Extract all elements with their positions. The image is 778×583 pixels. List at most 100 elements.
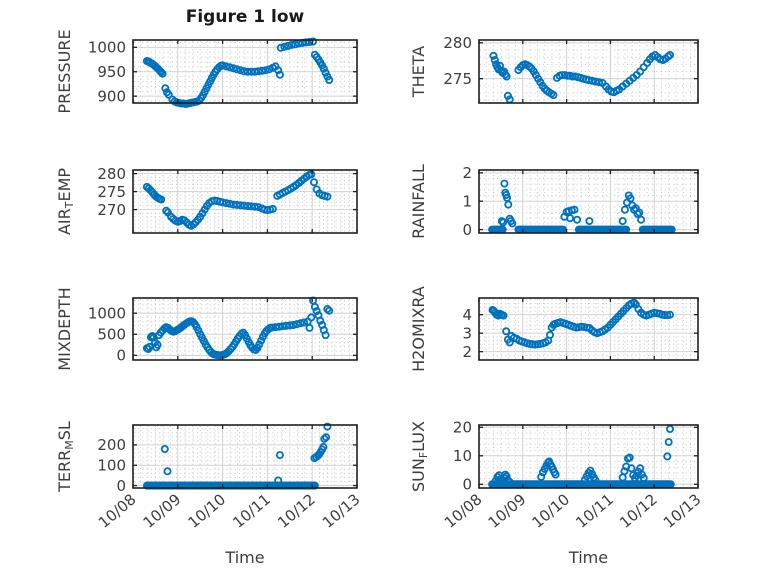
y-tick-label: 100 bbox=[97, 456, 126, 474]
subplot-mixdepth: 0 500 1000 MIXDEPTH bbox=[55, 287, 358, 371]
data-point bbox=[551, 470, 560, 479]
data-point bbox=[285, 321, 294, 330]
data-point bbox=[218, 198, 227, 207]
data-point bbox=[255, 340, 264, 349]
y-axis-label: H2OMIXRA bbox=[409, 286, 428, 372]
data-point bbox=[289, 320, 298, 329]
y-axis-label: SUNFLUX bbox=[409, 421, 430, 492]
data-point bbox=[588, 76, 597, 85]
data-point bbox=[194, 326, 203, 335]
data-point bbox=[157, 68, 166, 77]
data-point bbox=[240, 67, 249, 76]
data-point bbox=[236, 66, 245, 75]
data-point bbox=[243, 201, 252, 210]
data-point bbox=[312, 307, 321, 316]
data-point bbox=[323, 192, 332, 201]
data-point bbox=[160, 444, 169, 453]
y-axis-label: TERRMSL bbox=[55, 421, 76, 493]
data-point bbox=[276, 43, 285, 52]
data-point bbox=[546, 330, 555, 339]
x-tick-label: 10/08 bbox=[95, 490, 140, 532]
axes-box bbox=[132, 424, 358, 489]
data-point bbox=[291, 40, 300, 49]
data-point bbox=[505, 477, 514, 486]
data-point bbox=[243, 67, 252, 76]
x-tick-label: 10/13 bbox=[660, 490, 705, 532]
y-tick-label: 0 bbox=[462, 221, 472, 239]
y-axis-label: THETA bbox=[409, 46, 428, 98]
data-point bbox=[161, 84, 170, 93]
data-point bbox=[309, 37, 318, 46]
y-tick-label: 0 bbox=[462, 476, 472, 494]
axis-ticks bbox=[478, 170, 699, 233]
data-point bbox=[666, 310, 675, 319]
y-tick-label: 900 bbox=[97, 87, 126, 105]
minor-grid bbox=[134, 171, 356, 232]
y-axis-label: AIRTEMP bbox=[55, 168, 76, 235]
data-point bbox=[164, 90, 173, 99]
data-point bbox=[280, 42, 289, 51]
y-tick-label: 20 bbox=[453, 419, 472, 437]
data-point bbox=[274, 322, 283, 331]
data-point bbox=[222, 62, 231, 71]
ylabel-text: AIR bbox=[55, 208, 74, 235]
data-point bbox=[278, 322, 287, 331]
data-point bbox=[232, 65, 241, 74]
data-point bbox=[236, 201, 245, 210]
data-point bbox=[627, 464, 636, 473]
data-point bbox=[321, 331, 330, 340]
subplot-theta: 275 280 THETA bbox=[409, 34, 699, 104]
x-tick-label: 10/13 bbox=[319, 490, 364, 532]
data-point bbox=[666, 424, 675, 433]
data-point bbox=[499, 218, 508, 227]
x-tick-label: 10/12 bbox=[274, 490, 319, 532]
ylabel-text: SL bbox=[55, 421, 74, 440]
y-tick-label: 500 bbox=[97, 326, 126, 344]
data-point bbox=[497, 217, 506, 226]
data-point bbox=[635, 208, 644, 217]
data-point bbox=[282, 321, 291, 330]
y-tick-label: 1000 bbox=[88, 304, 126, 322]
data-point bbox=[322, 433, 331, 442]
data-point bbox=[247, 202, 256, 211]
x-axis-label-left: Time bbox=[225, 548, 265, 567]
data-point bbox=[229, 64, 238, 73]
data-point bbox=[566, 214, 575, 223]
y-tick-label: 280 bbox=[443, 34, 472, 52]
axis-ticks bbox=[132, 298, 358, 360]
data-point bbox=[307, 313, 316, 322]
y-tick-label: 270 bbox=[97, 201, 126, 219]
data-point bbox=[300, 318, 309, 327]
y-tick-label: 2 bbox=[462, 343, 472, 361]
data-point bbox=[639, 473, 648, 482]
data-point bbox=[325, 76, 334, 85]
data-points bbox=[142, 296, 334, 360]
data-point bbox=[549, 91, 558, 100]
ylabel-subscript: F bbox=[417, 452, 430, 458]
y-tick-label: 200 bbox=[97, 436, 126, 454]
y-tick-label: 3 bbox=[462, 324, 472, 342]
axis-ticks bbox=[132, 40, 358, 103]
ylabel-text: H2OMIXRA bbox=[409, 286, 428, 372]
x-axis-label-right: Time bbox=[568, 548, 609, 567]
y-tick-label: 10 bbox=[453, 447, 472, 465]
ylabel-text: THETA bbox=[409, 46, 428, 98]
subplot-h2omixra: 234 H2OMIXRA bbox=[409, 286, 699, 372]
y-axis-label: MIXDEPTH bbox=[55, 287, 74, 370]
data-point bbox=[319, 64, 328, 73]
data-point bbox=[267, 323, 276, 332]
data-point bbox=[508, 219, 517, 228]
x-tick-label: 10/11 bbox=[572, 490, 617, 532]
data-point bbox=[283, 41, 292, 50]
data-point bbox=[325, 306, 334, 315]
ylabel-text: PRESSURE bbox=[55, 29, 74, 113]
data-point bbox=[489, 51, 498, 60]
data-point bbox=[637, 215, 646, 224]
data-point bbox=[250, 202, 259, 211]
data-point bbox=[504, 200, 513, 209]
axes-box bbox=[478, 424, 699, 489]
data-point bbox=[626, 194, 635, 203]
data-point bbox=[625, 453, 634, 462]
